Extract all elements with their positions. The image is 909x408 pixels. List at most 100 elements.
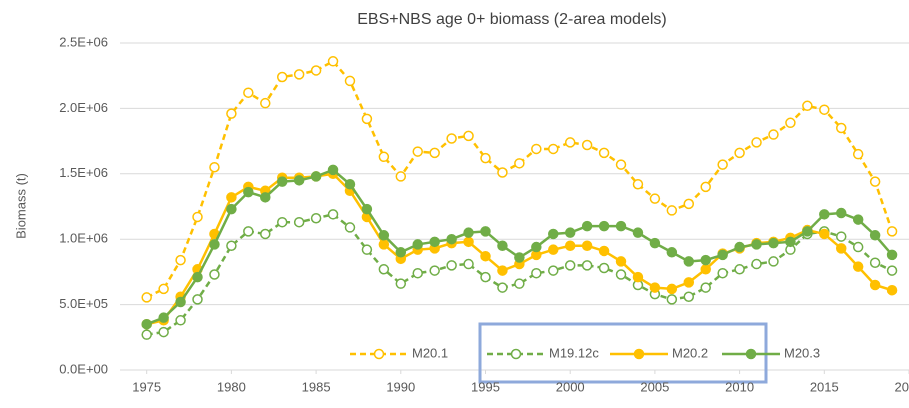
data-point: [395, 247, 407, 258]
data-point: [276, 216, 288, 228]
data-point: [581, 220, 593, 232]
data-point: [768, 237, 779, 249]
data-point: [700, 264, 711, 275]
data-point: [564, 240, 576, 251]
data-point: [852, 148, 864, 160]
data-point: [514, 252, 525, 263]
data-point: [226, 108, 237, 119]
data-point: [141, 318, 152, 330]
series-line: [146, 212, 893, 336]
x-tick-label: 2005: [640, 379, 669, 394]
data-point: [378, 264, 390, 275]
data-point: [869, 176, 881, 187]
data-point: [632, 227, 644, 238]
y-tick-label: 0.0E+00: [59, 361, 108, 376]
legend-marker: [510, 348, 522, 360]
plot-area: [120, 42, 909, 371]
data-point: [327, 164, 339, 176]
data-point: [344, 222, 356, 233]
data-point: [175, 315, 186, 326]
data-point: [209, 239, 220, 250]
y-tick-label: 1.0E+06: [59, 231, 108, 246]
data-point: [276, 71, 288, 83]
data-point: [717, 159, 728, 170]
data-point: [700, 282, 711, 293]
data-point: [260, 192, 271, 203]
data-point: [361, 113, 373, 125]
data-point: [226, 240, 237, 251]
data-point: [463, 130, 474, 142]
data-point: [310, 65, 322, 76]
data-point: [378, 151, 390, 163]
data-point: [514, 158, 525, 169]
data-point: [581, 260, 593, 271]
data-point: [598, 262, 610, 274]
data-point: [158, 283, 169, 295]
data-point: [293, 69, 305, 80]
data-point: [734, 264, 745, 275]
x-tick-label: 1980: [217, 379, 246, 394]
legend-label: M20.2: [672, 345, 708, 360]
y-tick-label: 5.0E+05: [59, 296, 108, 311]
data-point: [734, 241, 745, 253]
data-point: [666, 205, 678, 216]
y-tick-label: 2.5E+06: [59, 34, 108, 49]
data-point: [869, 257, 881, 268]
data-point: [429, 265, 440, 276]
x-tick-label: 2010: [725, 379, 754, 394]
data-point: [192, 294, 203, 305]
data-point: [497, 167, 508, 178]
data-point: [632, 271, 644, 283]
data-point: [835, 122, 847, 134]
data-point: [480, 250, 491, 262]
data-point: [768, 256, 779, 267]
legend-label: M19.12c: [549, 345, 599, 360]
data-point: [564, 227, 576, 238]
data-point: [548, 265, 559, 276]
data-point: [141, 329, 152, 340]
data-point: [141, 292, 152, 303]
data-point: [531, 241, 542, 253]
data-point: [785, 117, 796, 129]
y-axis-label: Biomass (t): [13, 173, 28, 239]
data-point: [412, 239, 423, 250]
x-tick-label: 2015: [810, 379, 839, 394]
data-point: [463, 227, 474, 238]
data-point: [886, 249, 898, 261]
data-point: [226, 192, 237, 203]
data-point: [649, 237, 661, 249]
data-point: [666, 283, 678, 295]
data-point: [429, 236, 440, 248]
data-point: [869, 230, 881, 241]
data-point: [802, 226, 813, 237]
data-point: [327, 209, 339, 220]
data-point: [327, 56, 339, 67]
legend-marker: [745, 348, 757, 360]
data-point: [192, 211, 203, 223]
data-point: [819, 209, 830, 220]
x-tick-label: 1990: [386, 379, 415, 394]
data-point: [243, 186, 254, 198]
data-point: [531, 143, 542, 155]
data-point: [751, 258, 762, 270]
x-tick-label: 2000: [556, 379, 585, 394]
data-point: [497, 282, 508, 293]
data-point: [564, 137, 576, 148]
data-point: [700, 181, 711, 193]
data-point: [886, 265, 898, 276]
data-point: [598, 147, 610, 159]
data-point: [869, 279, 881, 291]
data-point: [378, 230, 390, 241]
x-tick-label: 1995: [471, 379, 500, 394]
data-point: [751, 239, 762, 250]
legend-marker: [373, 348, 385, 360]
data-point: [785, 236, 796, 248]
data-point: [581, 139, 593, 151]
data-point: [293, 216, 305, 228]
data-point: [480, 226, 491, 237]
data-point: [480, 152, 491, 164]
data-point: [649, 282, 661, 293]
data-point: [683, 198, 695, 210]
data-point: [666, 247, 678, 258]
